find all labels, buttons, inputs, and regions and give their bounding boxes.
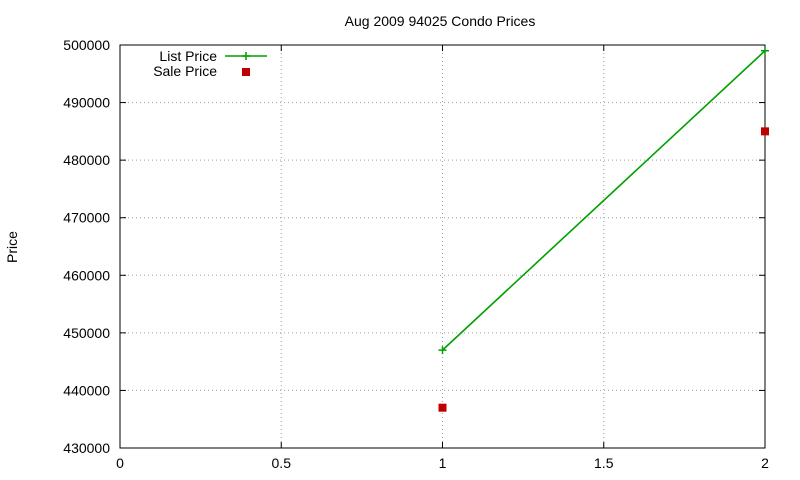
legend-marker-list-price bbox=[242, 52, 250, 60]
y-tick-label: 470000 bbox=[63, 210, 110, 226]
legend-marks bbox=[225, 52, 267, 76]
tick-layer: 0 0.5 1 1.5 2 430000 440000 450000 460000 470000 4… bbox=[63, 37, 769, 471]
legend-label-sale-price: Sale Price bbox=[153, 63, 217, 79]
x-tick-label: 1.5 bbox=[594, 455, 614, 471]
y-tick-label: 480000 bbox=[63, 152, 110, 168]
list-price-point bbox=[761, 46, 769, 55]
x-tick-label: 1 bbox=[439, 455, 447, 471]
legend: List Price Sale Price bbox=[153, 48, 267, 79]
list-price-point bbox=[438, 346, 447, 355]
x-tick-label: 0.5 bbox=[272, 455, 292, 471]
y-axis-label: Price bbox=[4, 231, 20, 263]
legend-marker-sale-price bbox=[242, 68, 250, 76]
chart-title: Aug 2009 94025 Condo Prices bbox=[345, 13, 536, 29]
x-tick-label: 0 bbox=[116, 455, 124, 471]
y-tick-label: 440000 bbox=[63, 382, 110, 398]
series-layer bbox=[438, 46, 769, 412]
grid-layer bbox=[120, 45, 765, 448]
y-tick-label: 430000 bbox=[63, 440, 110, 456]
y-tick-label: 460000 bbox=[63, 267, 110, 283]
legend-label-list-price: List Price bbox=[159, 48, 217, 64]
list-price-line bbox=[441, 50, 766, 351]
y-tick-label: 500000 bbox=[63, 37, 110, 53]
sale-price-point bbox=[438, 403, 447, 412]
y-tick-label: 450000 bbox=[63, 325, 110, 341]
sale-price-point bbox=[761, 127, 769, 136]
x-tick-label: 2 bbox=[761, 455, 769, 471]
y-tick-label: 490000 bbox=[63, 95, 110, 111]
